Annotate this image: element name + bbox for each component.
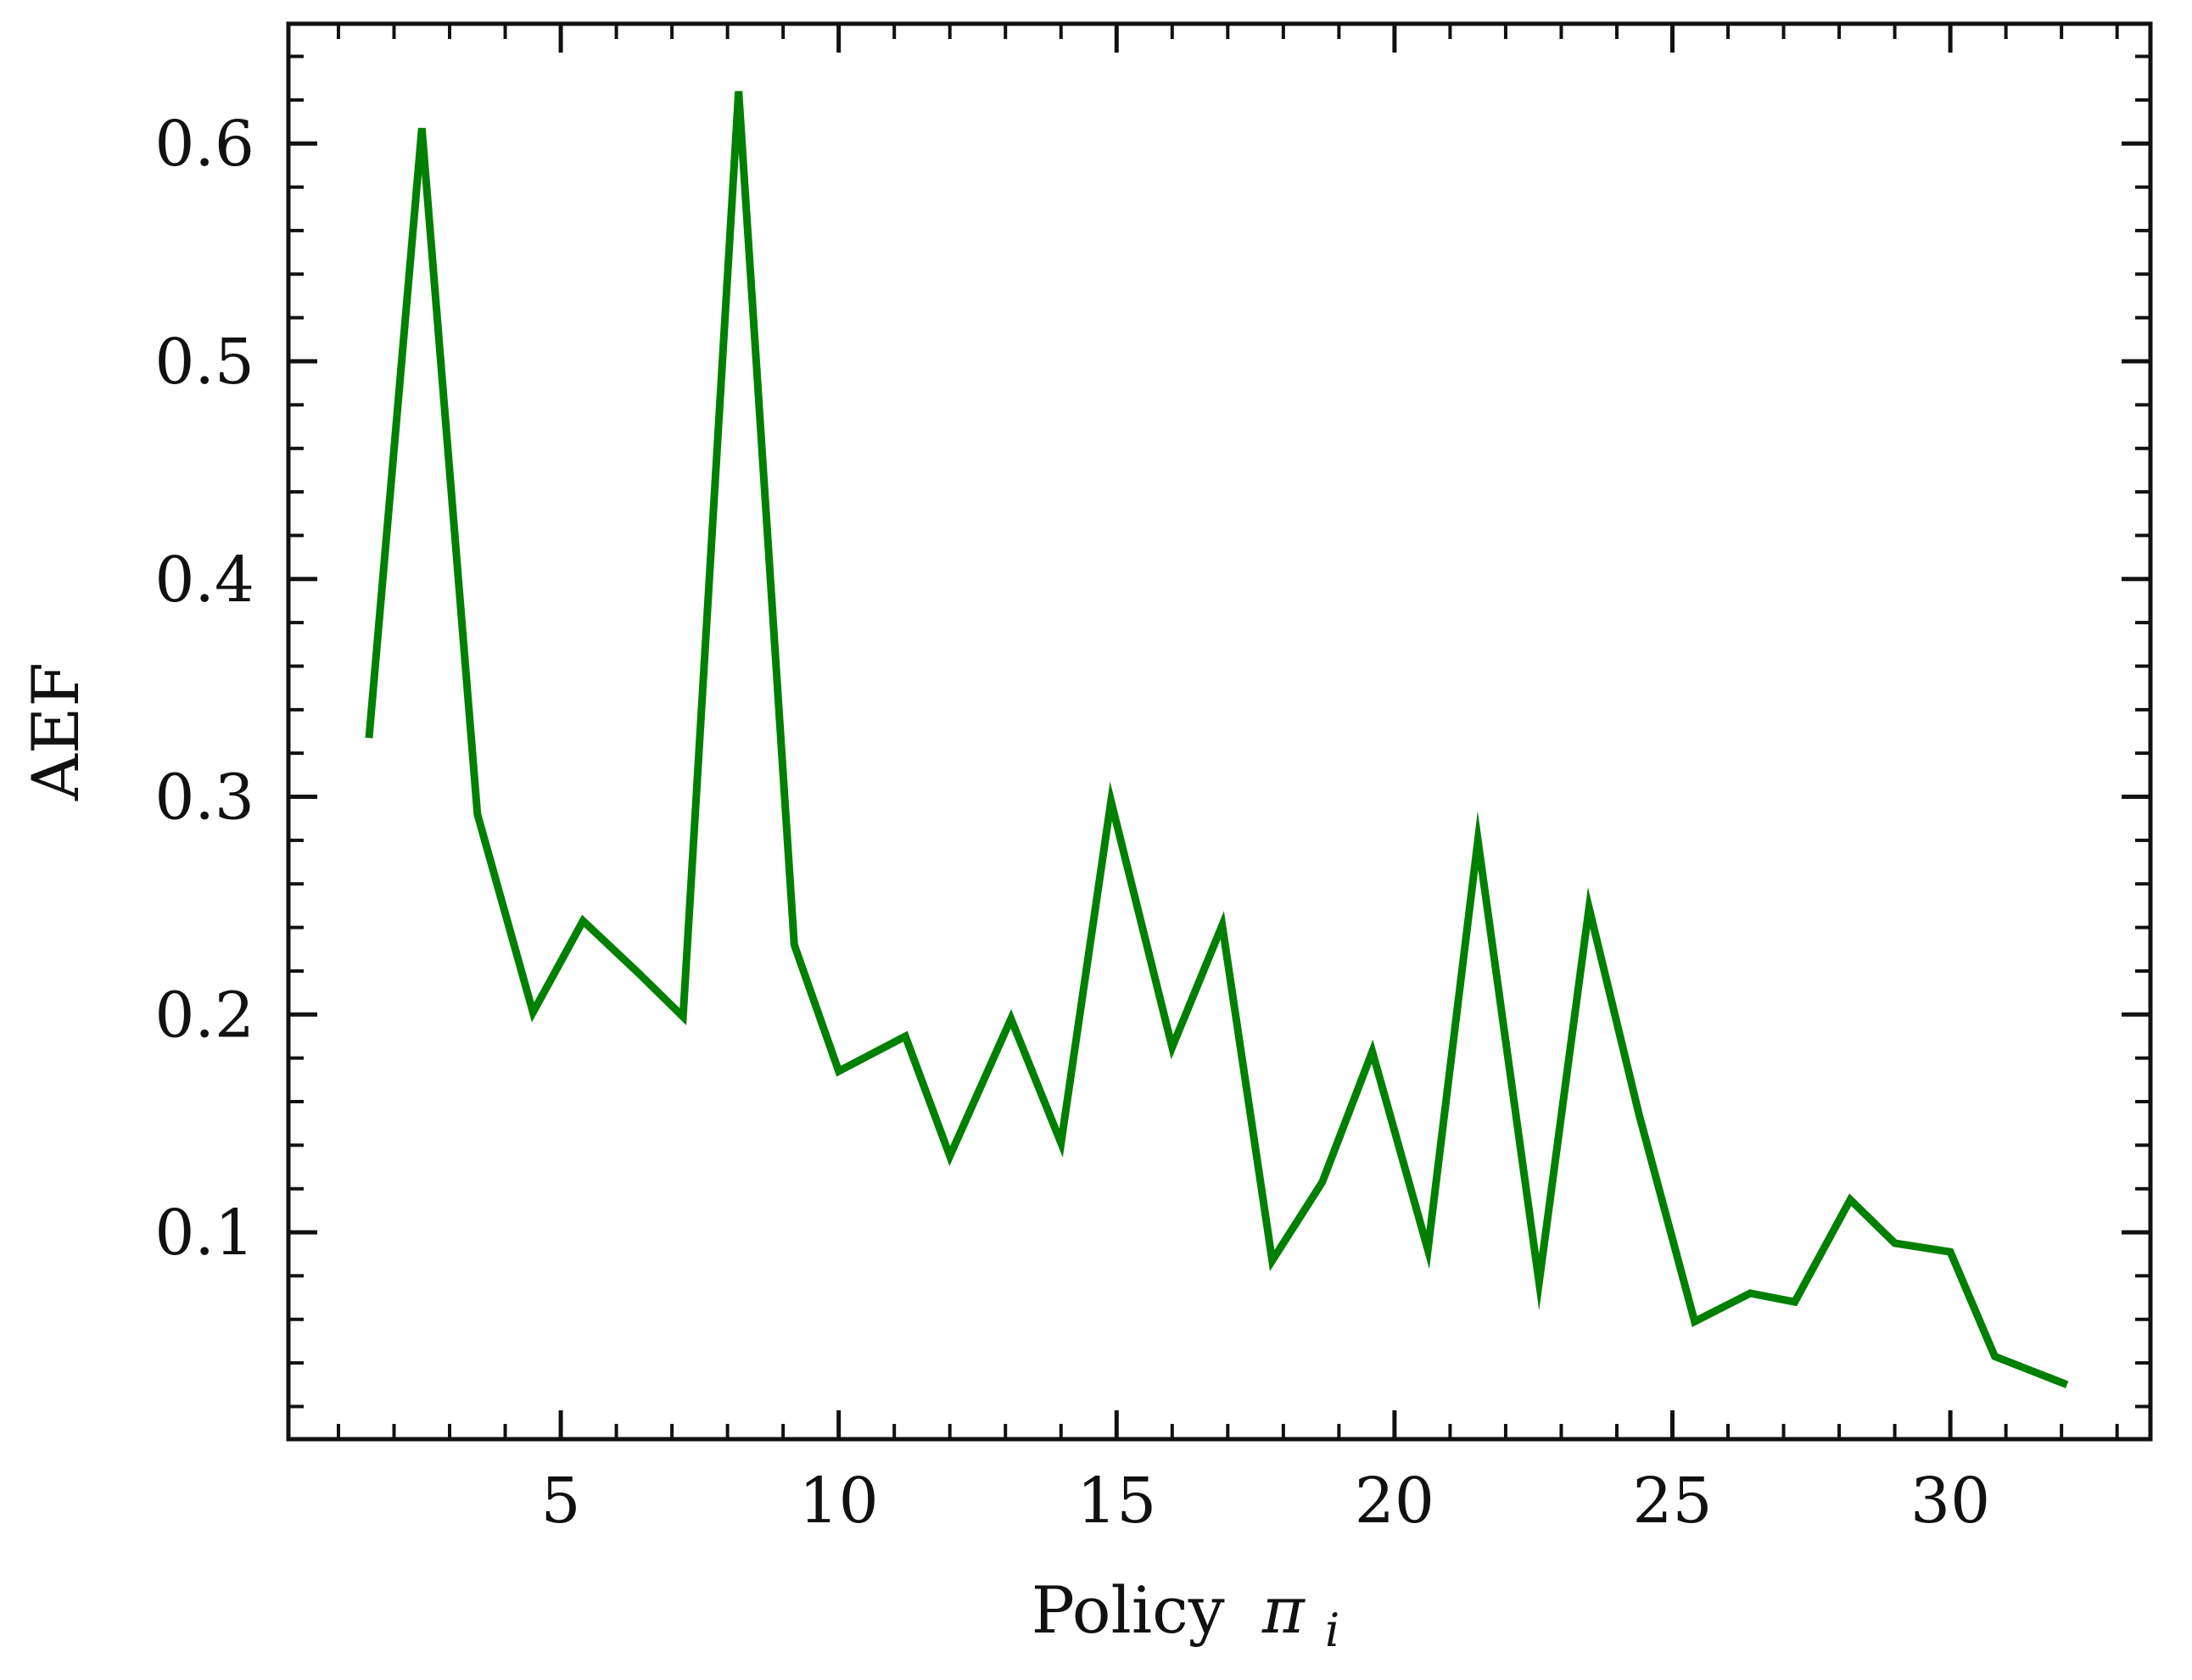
y-tick-labels: 0.1 0.2 0.3 0.4 0.5 0.6 — [154, 108, 254, 1270]
x-tick-label: 15 — [1076, 1465, 1156, 1538]
series-layer — [365, 91, 2069, 1388]
x-axis-title-subscript: i — [1325, 1604, 1339, 1657]
x-tick-labels: 5 10 15 20 25 30 — [541, 1465, 1991, 1538]
x-axis-title-text: Policy — [1032, 1572, 1225, 1648]
y-tick-label: 0.6 — [154, 108, 254, 181]
x-axis-title: Policy π i — [1032, 1572, 1340, 1657]
series-line — [365, 91, 2069, 1388]
plot-frame — [286, 21, 2153, 1442]
x-tick-label: 20 — [1355, 1465, 1434, 1538]
x-tick-label: 25 — [1632, 1465, 1712, 1538]
minor-ticks — [288, 24, 2150, 1439]
y-tick-label: 0.3 — [154, 762, 254, 834]
x-tick-label: 10 — [799, 1465, 879, 1538]
y-axis-title: AEF — [18, 662, 93, 801]
major-ticks — [288, 24, 2150, 1439]
y-tick-label: 0.5 — [154, 326, 254, 399]
y-tick-label: 0.1 — [154, 1197, 254, 1270]
x-tick-label: 30 — [1910, 1465, 1990, 1538]
y-tick-label: 0.4 — [154, 544, 254, 617]
x-tick-label: 5 — [541, 1465, 581, 1538]
y-tick-label: 0.2 — [154, 979, 254, 1052]
x-axis-title-math: π — [1261, 1572, 1306, 1648]
